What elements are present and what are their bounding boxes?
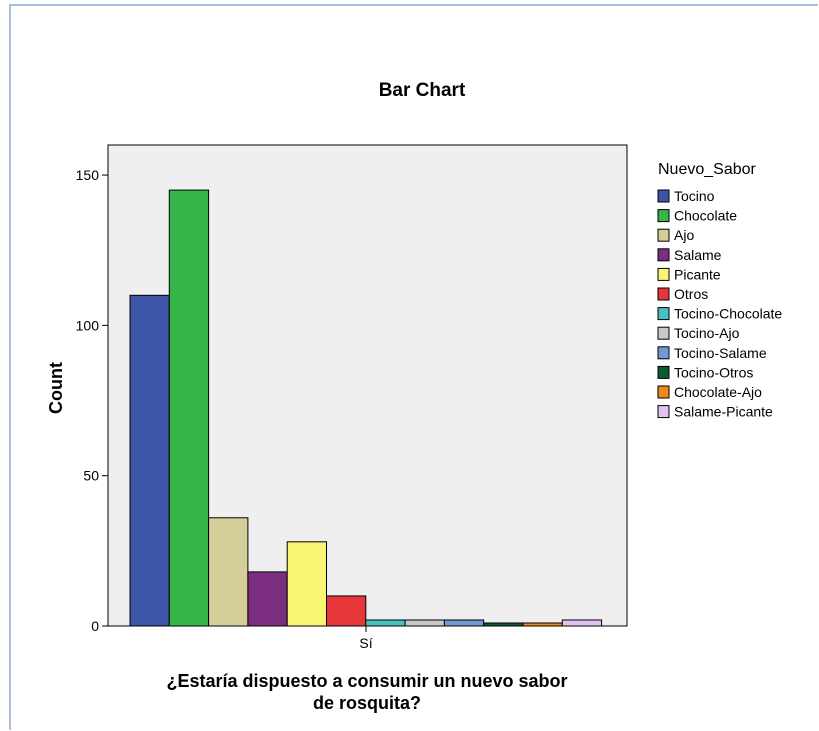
bar-chocolate-ajo: [522, 622, 563, 627]
legend-item-label: Tocino-Chocolate: [674, 306, 782, 322]
legend-item-label: Chocolate-Ajo: [674, 384, 762, 400]
legend-item-label: Tocino-Otros: [674, 364, 753, 380]
legend: Tocino Chocolate Ajo Salame Picante Otros Toci…: [657, 188, 782, 420]
x-tick-label: Sí: [359, 635, 372, 651]
legend-item-label: Salame: [674, 247, 722, 263]
legend-item-label: Ajo: [674, 227, 694, 243]
bar-picante: [286, 541, 328, 627]
legend-title: Nuevo_Sabor: [658, 161, 757, 178]
chart-title: Bar Chart: [379, 80, 466, 101]
legend-item-label: Tocino-Salame: [674, 345, 767, 361]
legend-swatch: [657, 307, 670, 321]
y-tick-label: 0: [91, 618, 99, 634]
y-axis-title: Count: [46, 362, 66, 414]
y-tick-label: 150: [76, 167, 100, 183]
y-axis: 0 50 100 150: [76, 167, 108, 634]
legend-swatch: [657, 346, 670, 360]
y-tick-label: 100: [76, 317, 100, 333]
legend-swatch: [657, 287, 670, 301]
legend-swatch: [657, 228, 670, 242]
legend-swatch: [657, 267, 670, 281]
x-axis-title-line-1: ¿Estaría dispuesto a consumir un nuevo s…: [166, 671, 567, 691]
legend-item-label: Otros: [674, 286, 708, 302]
bar-salame-picante: [561, 619, 603, 627]
bar-tocino-ajo: [404, 619, 445, 627]
chart-frame: [9, 4, 818, 730]
bar-tocino-otros: [483, 622, 524, 627]
legend-swatch: [657, 326, 670, 340]
y-tick-label: 50: [83, 468, 99, 484]
bars-group: [129, 189, 603, 627]
bar-tocino-salame: [443, 619, 485, 627]
bar-tocino-chocolate: [365, 619, 406, 627]
legend-swatch: [657, 189, 670, 203]
legend-swatch: [657, 365, 670, 379]
x-axis: Sí: [359, 626, 373, 651]
legend-swatch: [657, 405, 670, 419]
x-axis-title-line-2: de rosquita?: [313, 693, 421, 713]
bar-tocino: [129, 294, 170, 627]
legend-item-label: Picante: [674, 266, 721, 282]
bar-otros: [326, 595, 367, 627]
legend-item-label: Chocolate: [674, 208, 737, 224]
legend-swatch: [657, 248, 670, 262]
bar-salame: [247, 571, 288, 627]
legend-item-label: Tocino-Ajo: [674, 325, 740, 341]
legend-item-label: Tocino: [674, 188, 715, 204]
legend-item-label: Salame-Picante: [674, 404, 773, 420]
bar-chocolate: [168, 189, 210, 627]
bar-ajo: [208, 517, 249, 627]
legend-swatch: [657, 209, 670, 223]
legend-swatch: [657, 385, 670, 399]
